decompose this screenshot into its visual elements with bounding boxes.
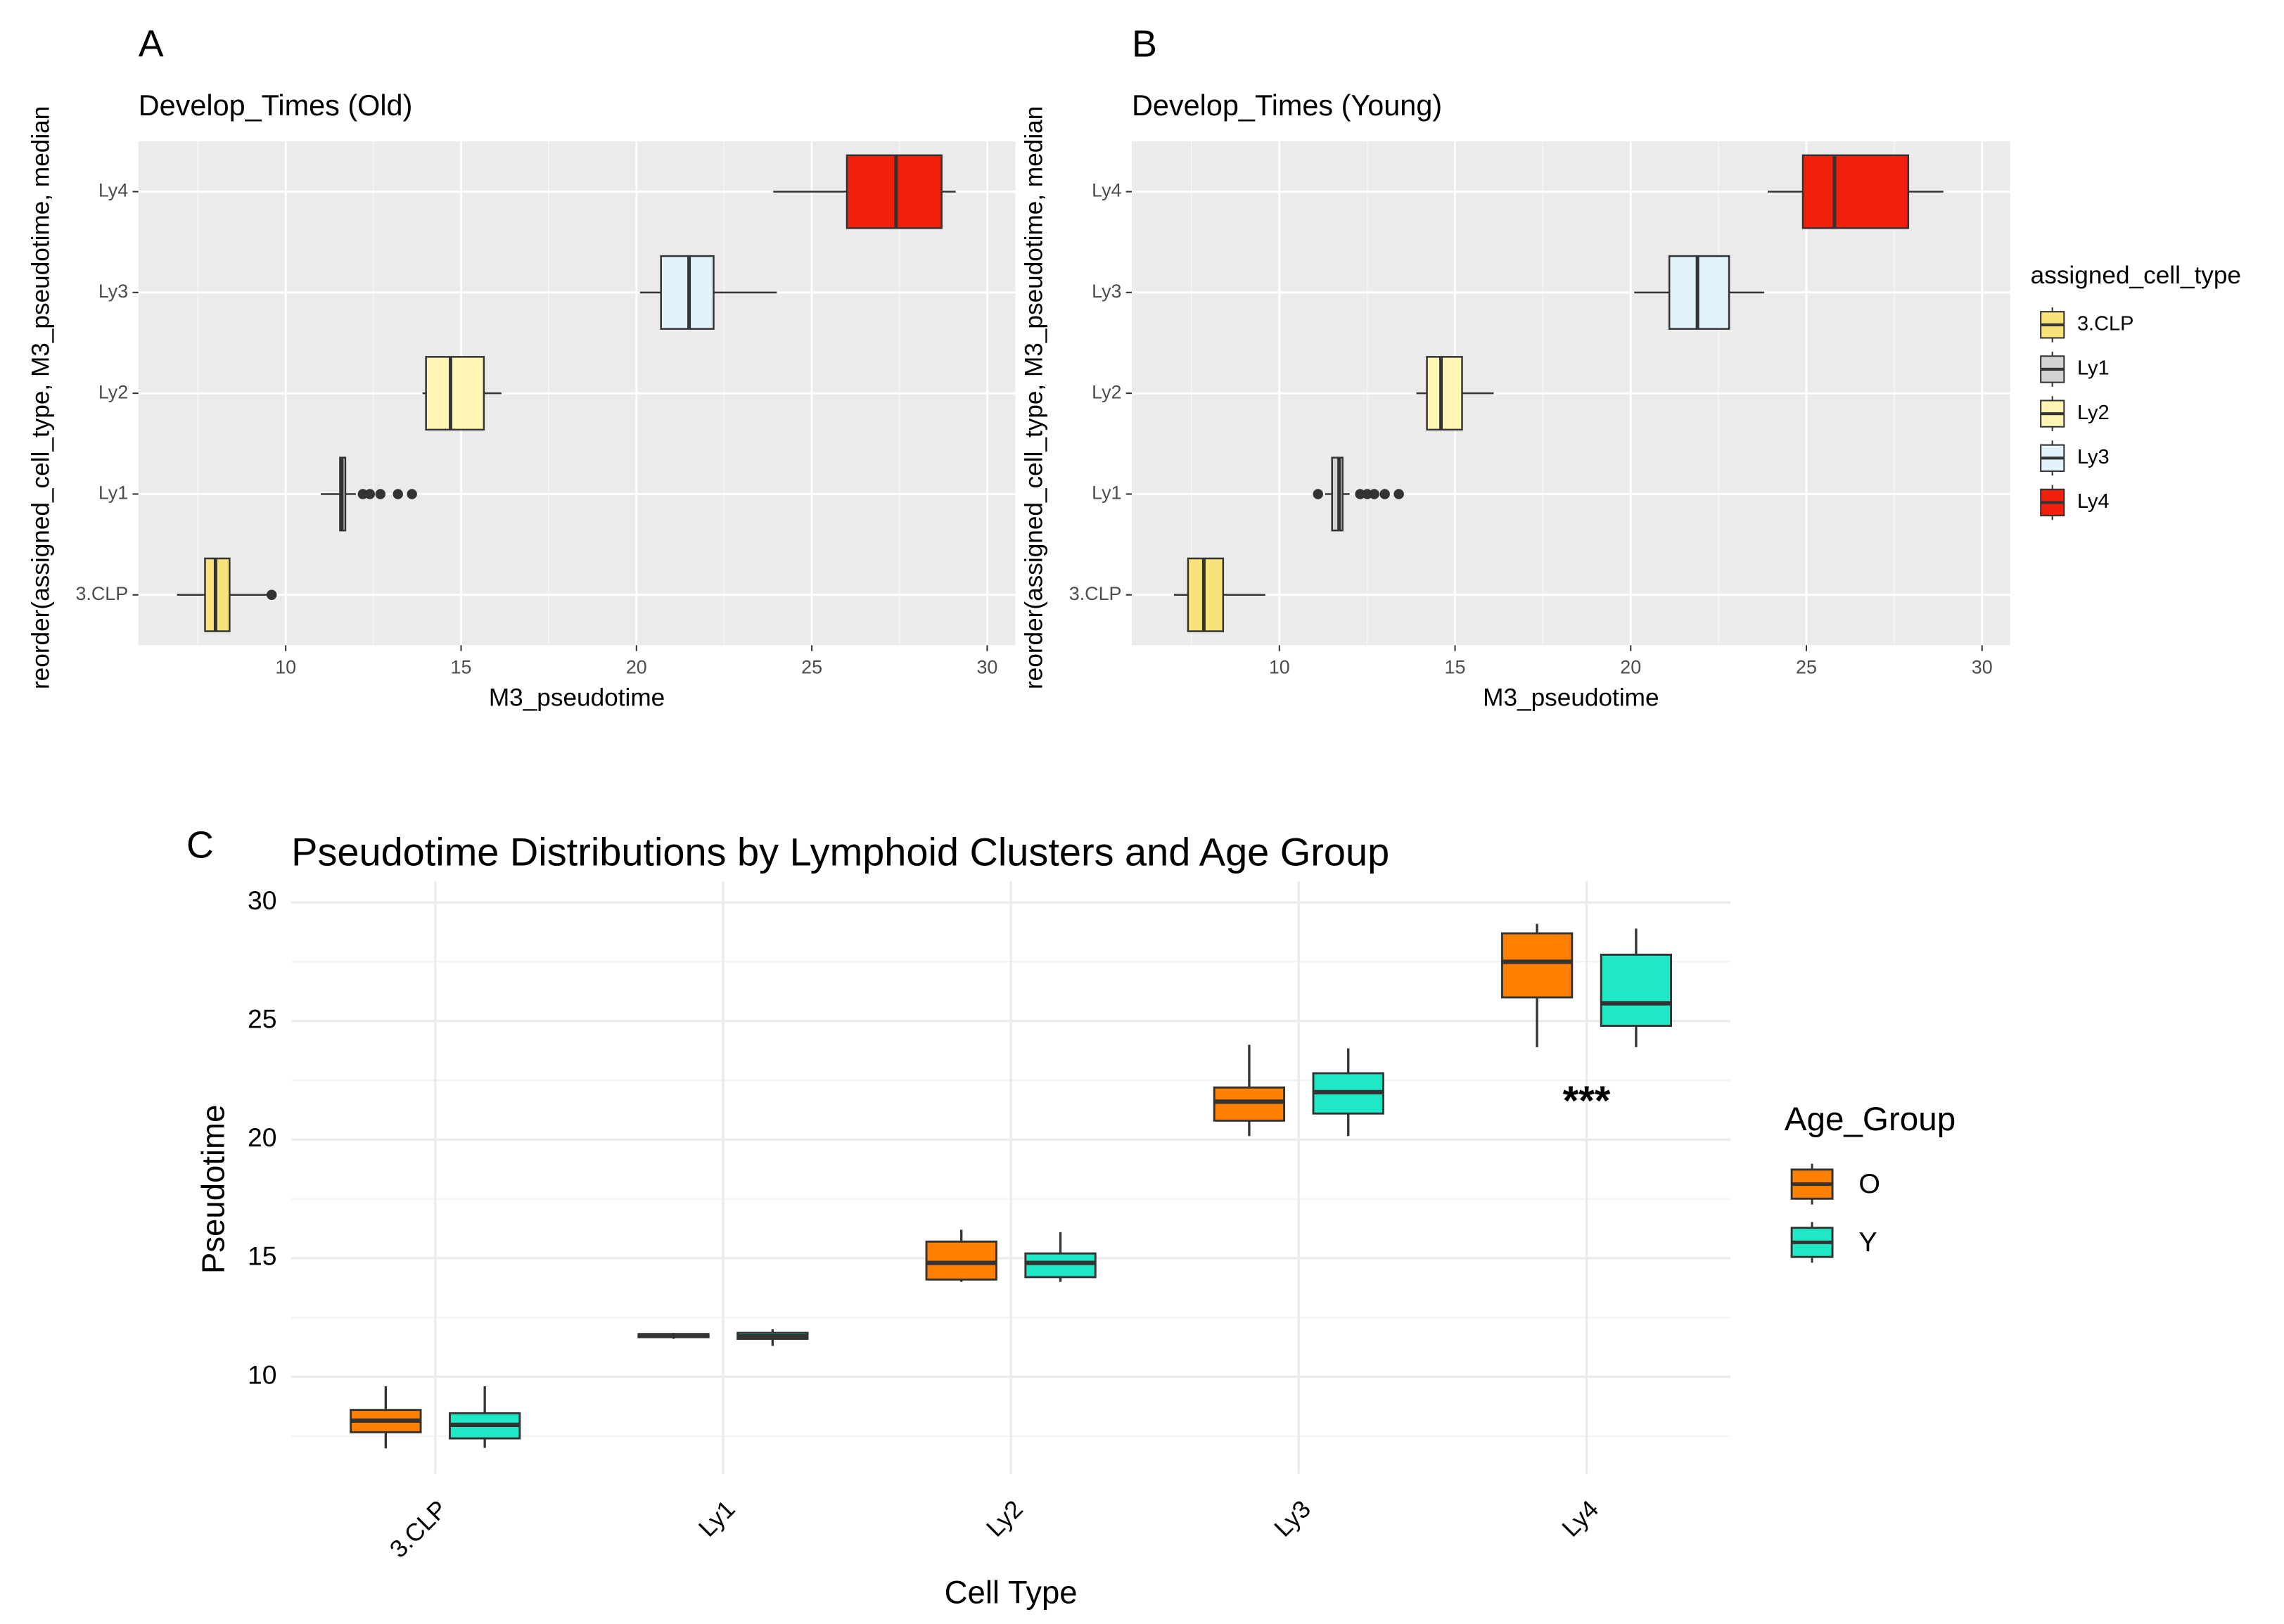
- x-axis-label: M3_pseudotime: [1483, 684, 1659, 711]
- y-axis-label: Pseudotime: [196, 1105, 231, 1274]
- x-tick-label: Ly4: [1557, 1495, 1604, 1542]
- outlier: [266, 589, 277, 600]
- outlier: [1313, 489, 1323, 499]
- box: [425, 356, 485, 431]
- outlier: [1393, 489, 1404, 499]
- outlier: [364, 489, 376, 499]
- x-tick-label: 20: [626, 657, 647, 678]
- box: [925, 1240, 997, 1281]
- legend-label: Ly4: [2077, 490, 2110, 513]
- box: [1213, 1086, 1286, 1122]
- legend-label: Ly3: [2077, 446, 2110, 468]
- y-axis-label: reorder(assigned_cell_type, M3_pseudotim…: [1021, 106, 1048, 689]
- annotation: ***: [1563, 1079, 1611, 1124]
- outlier: [357, 489, 369, 499]
- y-axis-label: reorder(assigned_cell_type, M3_pseudotim…: [27, 106, 54, 689]
- panel-letter: B: [1132, 23, 1157, 65]
- legend-label: O: [1858, 1168, 1880, 1199]
- y-tick-label: 3.CLP: [1069, 583, 1122, 604]
- box: [1024, 1252, 1097, 1279]
- box: [660, 255, 715, 330]
- legend-title: assigned_cell_type: [2031, 262, 2241, 289]
- y-tick-label: Ly2: [98, 381, 128, 402]
- box: [204, 557, 231, 632]
- y-tick-label: 15: [248, 1241, 276, 1271]
- outlier: [1379, 489, 1390, 499]
- x-tick-label: 25: [1796, 657, 1817, 678]
- x-tick-label: Ly1: [694, 1495, 741, 1542]
- box: [1668, 255, 1730, 330]
- y-tick-label: Ly4: [98, 180, 128, 201]
- panel-letter: A: [139, 23, 164, 65]
- x-tick-label: Ly3: [1269, 1495, 1316, 1542]
- box: [846, 154, 943, 229]
- x-tick-label: 15: [451, 657, 472, 678]
- x-tick-label: 10: [1269, 657, 1290, 678]
- x-axis-label: M3_pseudotime: [489, 684, 665, 711]
- y-tick-label: Ly2: [1092, 381, 1121, 402]
- x-tick-label: 30: [976, 657, 997, 678]
- x-tick-label: 30: [1972, 657, 1993, 678]
- chart-title: Pseudotime Distributions by Lymphoid Clu…: [291, 829, 1389, 874]
- box: [1801, 154, 1910, 229]
- legend-label: Ly2: [2077, 402, 2110, 424]
- legend-label: Y: [1858, 1227, 1877, 1258]
- outlier: [407, 489, 417, 499]
- y-tick-label: Ly4: [1092, 180, 1121, 201]
- chart-title: Develop_Times (Young): [1132, 89, 1442, 122]
- outlier: [375, 489, 386, 499]
- x-tick-label: 25: [801, 657, 822, 678]
- x-tick-label: 10: [275, 657, 296, 678]
- y-tick-label: Ly1: [1092, 482, 1121, 504]
- x-tick-label: 15: [1445, 657, 1466, 678]
- x-tick-label: 3.CLP: [385, 1495, 453, 1564]
- y-tick-label: 20: [248, 1123, 276, 1152]
- x-tick-label: 20: [1620, 657, 1641, 678]
- outlier: [393, 489, 403, 499]
- y-tick-label: 25: [248, 1004, 276, 1034]
- box: [1187, 557, 1225, 632]
- box: [1500, 932, 1574, 999]
- y-tick-label: Ly3: [98, 281, 128, 302]
- outlier: [1362, 489, 1372, 499]
- x-axis-label: Cell Type: [945, 1575, 1078, 1611]
- legend-title: Age_Group: [1785, 1101, 1956, 1138]
- y-tick-label: 3.CLP: [75, 583, 128, 604]
- y-tick-label: Ly1: [98, 482, 128, 504]
- box: [1426, 356, 1463, 431]
- y-tick-label: 10: [248, 1360, 276, 1389]
- x-tick-label: Ly2: [981, 1495, 1028, 1542]
- legend-label: 3.CLP: [2077, 312, 2134, 335]
- y-tick-label: 30: [248, 885, 276, 915]
- chart-title: Develop_Times (Old): [139, 89, 413, 122]
- outlier: [1355, 489, 1365, 499]
- y-tick-label: Ly3: [1092, 281, 1121, 302]
- panel-letter: C: [186, 824, 214, 866]
- outlier: [1369, 489, 1379, 499]
- box: [1331, 456, 1344, 532]
- legend-label: Ly1: [2077, 357, 2110, 380]
- box: [1600, 953, 1673, 1027]
